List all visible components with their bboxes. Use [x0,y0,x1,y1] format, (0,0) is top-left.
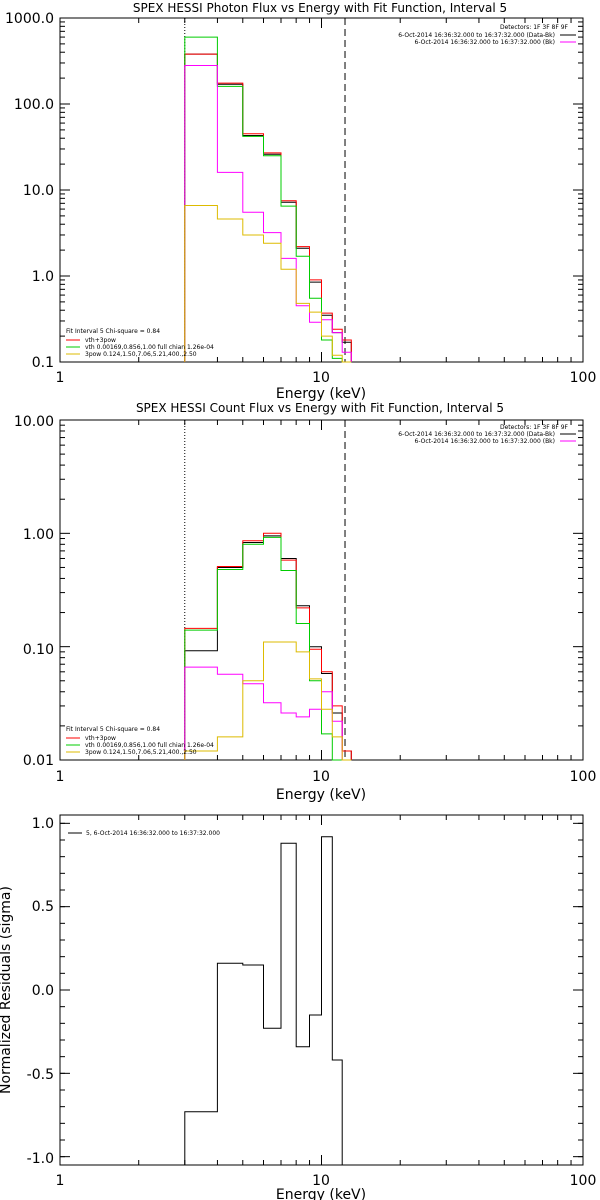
series-line-1 [184,53,352,362]
x-tick-label: 10 [312,1173,330,1189]
y-tick-label: 1.00 [23,527,54,543]
series-line-4 [184,641,352,761]
y-tick-label: 0.10 [23,642,54,658]
series-group [184,836,352,1166]
legend-detectors: Detectors: 1F 3F 8F 9F [500,24,569,31]
y-tick-label: 0.01 [23,753,54,769]
series-group [184,36,352,363]
legend-fit-info: Fit Interval 5 Chi-square = 0.84 [66,726,160,733]
chart-title: SPEX HESSI Photon Flux vs Energy with Fi… [133,1,507,15]
x-tick-label: 100 [570,370,597,386]
legend-fit-info: Fit Interval 5 Chi-square = 0.84 [66,328,160,335]
y-tick-label: 0.1 [32,355,54,371]
series-line-4 [184,205,352,363]
x-tick-label: 1 [56,1173,65,1189]
y-tick-label: 1000.0 [5,11,54,27]
series-line-2 [184,536,352,761]
series-line-3 [184,65,352,362]
legend-entry: 6-Oct-2014 16:36:32.000 to 16:37:32.000 … [415,438,556,445]
series-group [184,532,352,761]
legend-entry: vth+3pow [85,735,116,742]
legend-entry: 5, 6-Oct-2014 16:36:32.000 to 16:37:32.0… [86,830,220,837]
y-axis-label: Normalized Residuals (sigma) [0,886,14,1094]
legend-entry: vth+3pow [85,337,116,344]
x-tick-label: 10 [312,370,330,386]
series-line-0 [184,836,352,1166]
y-tick-label: -0.5 [27,1067,54,1083]
reference-lines [184,420,346,760]
legend-entry: 3pow 0.124,1.50,7.06,5.21,400.,2.50 [85,749,197,756]
legend-top-right: Detectors: 1F 3F 8F 9F 6-Oct-2014 16:36:… [398,424,576,445]
photon-flux-panel: SPEX HESSI Photon Flux vs Energy with Fi… [5,1,596,402]
y-tick-label: 1.0 [32,816,54,832]
legend-bottom-left: Fit Interval 5 Chi-square = 0.84 vth+3po… [66,726,214,756]
legend-entry: 6-Oct-2014 16:36:32.000 to 16:37:32.000 … [398,32,555,39]
legend-detectors: Detectors: 1F 3F 8F 9F [500,424,569,431]
axis-ticks [59,419,583,761]
x-axis-label: Energy (keV) [276,386,366,402]
legend-entry: vth 0.00169,0.856,1.00 full chian 1.26e-… [85,344,214,351]
legend-bottom-left: Fit Interval 5 Chi-square = 0.84 vth+3po… [66,328,214,358]
y-tick-label: 0.0 [32,983,54,999]
y-tick-label: 10.0 [23,183,54,199]
legend-entry: 6-Oct-2014 16:36:32.000 to 16:37:32.000 … [398,431,555,438]
series-line-0 [184,535,352,760]
x-axis-label: Energy (keV) [276,787,366,803]
series-line-1 [184,532,352,760]
x-tick-label: 10 [312,769,330,785]
y-tick-label: 10.00 [14,414,54,430]
residuals-panel: 1 10 100 -1.0 -0.5 0.0 0.5 1.0 Energy (k… [0,814,597,1200]
y-tick-label: 0.5 [32,899,54,915]
x-axis-label: Energy (keV) [276,1187,366,1200]
x-tick-label: 1 [56,370,65,386]
x-tick-label: 100 [570,769,597,785]
legend-entry: 6-Oct-2014 16:36:32.000 to 16:37:32.000 … [415,39,556,46]
count-flux-panel: SPEX HESSI Count Flux vs Energy with Fit… [14,401,596,803]
axis-ticks [59,17,583,363]
chart-title: SPEX HESSI Count Flux vs Energy with Fit… [136,401,504,415]
y-tick-label: -1.0 [27,1151,54,1167]
x-tick-label: 1 [56,769,65,785]
y-tick-label: 100.0 [14,97,54,113]
y-tick-label: 1.0 [32,269,54,285]
legend-entry: vth 0.00169,0.856,1.00 full chian 1.26e-… [85,742,214,749]
x-tick-label: 100 [570,1173,597,1189]
legend: 5, 6-Oct-2014 16:36:32.000 to 16:37:32.0… [68,830,220,837]
legend-entry: 3pow 0.124,1.50,7.06,5.21,400.,2.50 [85,351,197,358]
reference-lines [184,18,346,362]
axis-ticks [59,815,583,1165]
legend-top-right: Detectors: 1F 3F 8F 9F 6-Oct-2014 16:36:… [398,24,576,46]
series-line-0 [184,53,352,362]
